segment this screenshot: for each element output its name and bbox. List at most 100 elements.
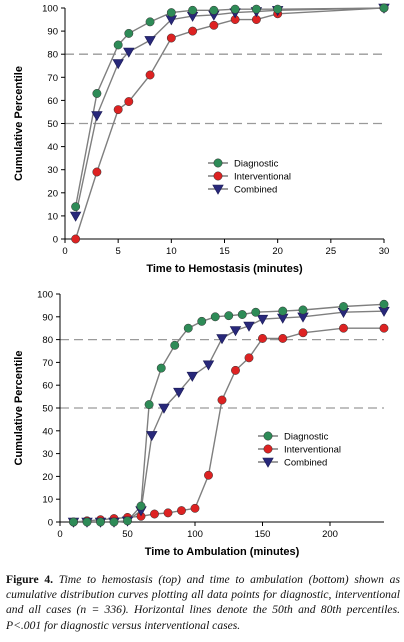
ambulation-data-point-interventional [258,334,267,343]
ambulation-data-point-diagnostic [123,516,132,526]
hemostasis-y-tick-label: 20 [47,188,58,199]
ambulation-y-tick-label: 90 [42,312,53,323]
hemostasis-x-tick-label: 20 [272,246,283,257]
hemostasis-data-point-interventional [209,20,219,30]
ambulation-data-point-diagnostic [82,517,92,527]
ambulation-x-axis-label: Time to Ambulation (minutes) [145,546,300,558]
hemostasis-y-tick-label: 40 [47,142,58,153]
ambulation-x-tick-label: 200 [322,529,338,540]
hemostasis-x-tick-label: 15 [219,246,230,257]
ambulation-data-point-interventional [177,506,186,516]
ambulation-y-tick-label: 100 [37,290,53,301]
hemostasis-data-point-interventional [145,70,155,80]
hemostasis-legend-label-diagnostic: Diagnostic [234,159,279,170]
ambulation-series-line-diagnostic [73,303,385,523]
ambulation-y-axis-label: Cumulative Percentile [13,351,25,466]
hemostasis-y-tick-label: 60 [47,96,58,107]
ambulation-x-tick-label: 0 [57,529,62,540]
hemostasis-data-point-diagnostic [209,5,219,15]
figure-label: Figure 4. [6,573,54,586]
hemostasis-y-axis-label: Cumulative Percentile [13,66,25,181]
figure-caption-text: Time to hemostasis (top) and time to amb… [6,573,400,632]
hemostasis-data-point-diagnostic [124,28,134,38]
hemostasis-data-point-interventional [188,26,198,36]
hemostasis-data-point-diagnostic [71,202,81,212]
ambulation-legend-label-diagnostic: Diagnostic [284,432,329,443]
hemostasis-data-point-combined [91,111,103,122]
hemostasis-x-tick-label: 5 [116,246,121,257]
hemostasis-x-tick-label: 10 [166,246,177,257]
hemostasis-data-point-combined [112,59,124,70]
hemostasis-data-point-diagnostic [273,4,283,14]
hemostasis-data-point-interventional [124,97,134,107]
hemostasis-data-point-diagnostic [92,89,102,98]
hemostasis-data-point-combined [69,211,82,222]
hemostasis-legend-label-interventional: Interventional [234,172,291,183]
hemostasis-y-tick-label: 80 [47,50,58,61]
ambulation-data-point-diagnostic [210,312,220,322]
ambulation-data-point-diagnostic [170,340,180,350]
ambulation-data-point-diagnostic [278,306,288,316]
hemostasis-data-point-combined [123,47,135,58]
ambulation-chart: 0 10 20 30 40 50 60 70 80 90 100 0 50 100 150 200 Time t… [0,285,404,567]
ambulation-data-point-interventional [150,509,159,519]
ambulation-data-point-diagnostic [144,400,154,410]
ambulation-y-tick-label: 30 [42,449,53,460]
ambulation-y-tick-label: 50 [42,404,53,415]
hemostasis-y-tick-label: 30 [47,165,58,176]
ambulation-data-point-combined [256,314,269,325]
ambulation-y-tick-label: 20 [42,472,53,483]
ambulation-data-point-combined [173,387,185,398]
ambulation-data-point-combined [158,403,170,414]
hemostasis-legend-label-combined: Combined [234,185,277,196]
ambulation-data-point-diagnostic [251,307,261,317]
hemostasis-data-point-diagnostic [251,4,261,14]
hemostasis-data-point-diagnostic [113,40,123,50]
ambulation-data-point-combined [243,321,255,332]
ambulation-y-tick-label: 40 [42,426,53,437]
hemostasis-y-tick-label: 70 [47,73,58,84]
figure-caption: Figure 4. Time to hemostasis (top) and t… [6,572,400,633]
ambulation-data-point-diagnostic [109,517,119,527]
hemostasis-legend-marker-diagnostic [213,158,223,168]
ambulation-data-point-diagnostic [298,305,308,315]
ambulation-data-point-diagnostic [69,517,78,527]
hemostasis-y-tick-label: 90 [47,27,58,38]
ambulation-data-point-diagnostic [237,310,247,319]
ambulation-data-point-interventional [190,503,200,513]
hemostasis-x-tick-label: 25 [326,246,337,257]
hemostasis-data-point-interventional [113,105,123,115]
ambulation-data-point-interventional [163,508,173,518]
ambulation-x-tick-label: 100 [187,529,203,540]
ambulation-legend-label-combined: Combined [284,458,327,469]
hemostasis-data-point-diagnostic [379,3,389,13]
ambulation-data-point-interventional [379,323,389,333]
hemostasis-data-point-interventional [166,33,176,43]
ambulation-legend-marker-diagnostic [263,431,273,441]
ambulation-y-tick-label: 60 [42,381,53,392]
hemostasis-legend-marker-combined [212,184,224,195]
ambulation-chart-svg: 0 10 20 30 40 50 60 70 80 90 100 0 50 100 150 200 Time t… [13,290,390,558]
hemostasis-data-point-diagnostic [188,5,198,15]
ambulation-series-line-interventional [73,327,384,523]
ambulation-data-point-interventional [298,328,308,338]
ambulation-x-tick-label: 150 [255,529,271,540]
hemostasis-y-tick-label: 10 [47,211,58,222]
ambulation-legend-label-interventional: Interventional [284,445,341,456]
hemostasis-data-point-diagnostic [145,17,155,27]
ambulation-data-point-diagnostic [183,323,193,333]
ambulation-data-point-combined [229,326,242,337]
hemostasis-y-tick-label: 50 [47,119,58,130]
ambulation-data-point-diagnostic [96,517,105,527]
hemostasis-data-point-diagnostic [230,4,240,14]
ambulation-data-point-interventional [278,334,288,343]
hemostasis-x-axis-label: Time to Hemostasis (minutes) [146,263,303,275]
hemostasis-legend-marker-interventional [213,171,223,181]
hemostasis-data-point-interventional [71,234,81,244]
ambulation-data-point-interventional [231,365,240,375]
ambulation-data-point-diagnostic [224,311,234,321]
ambulation-legend-marker-combined [262,457,274,468]
ambulation-data-point-combined [216,334,228,345]
ambulation-x-tick-label: 50 [122,529,133,540]
ambulation-data-point-interventional [204,470,213,480]
